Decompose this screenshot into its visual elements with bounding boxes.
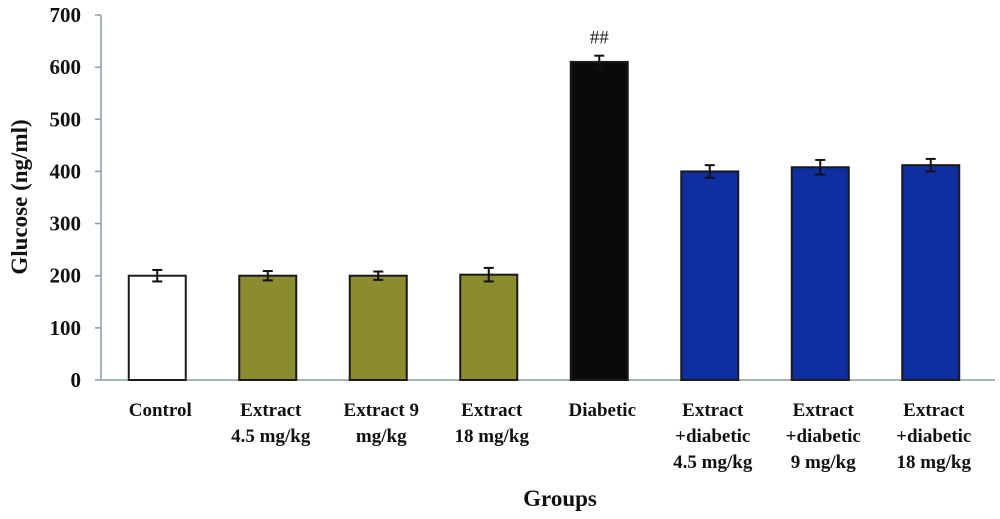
- bar: [790, 166, 850, 381]
- bar: [238, 274, 298, 382]
- x-tick-label: Extract 18 mg/kg: [455, 400, 530, 447]
- x-tick-label-line: Extract: [240, 400, 302, 421]
- bar: [459, 273, 519, 381]
- x-tick-label: Extract +diabetic 4.5 mg/kg: [673, 400, 753, 473]
- x-tick-label-line: +diabetic: [786, 426, 861, 447]
- y-tick-label: 600: [50, 55, 82, 79]
- x-tick-label: Diabetic: [568, 400, 636, 421]
- x-tick-label-line: Control: [129, 400, 192, 421]
- y-axis: 0 100 200 300 400 500 600 700: [50, 3, 995, 392]
- x-tick-label: Extract +diabetic 18 mg/kg: [896, 400, 971, 473]
- x-tick-label: Extract +diabetic 9 mg/kg: [786, 400, 861, 473]
- x-tick-label-line: 18 mg/kg: [897, 452, 972, 473]
- y-axis-title: Glucose (ng/ml): [7, 119, 32, 274]
- bar: [348, 274, 408, 382]
- significance-annotation: ##: [590, 28, 610, 49]
- bars: ##: [127, 28, 961, 382]
- y-tick-label: 700: [50, 3, 82, 27]
- bar: [569, 60, 629, 382]
- x-tick-label-line: 18 mg/kg: [455, 426, 530, 447]
- x-tick-label: Extract 9 mg/kg: [344, 400, 419, 447]
- x-tick-label-line: Extract: [793, 400, 855, 421]
- x-tick-label: Control: [129, 400, 192, 421]
- y-tick-label: 0: [71, 368, 82, 392]
- y-tick-label: 100: [50, 316, 82, 340]
- x-tick-label-line: +diabetic: [675, 426, 750, 447]
- x-tick-label-line: Extract: [461, 400, 523, 421]
- x-tick-label-line: 9 mg/kg: [791, 452, 856, 473]
- x-tick-label-line: Extract 9: [344, 400, 419, 421]
- x-tick-label-line: Diabetic: [568, 400, 636, 421]
- y-tick-label: 500: [50, 107, 82, 131]
- y-tick-label: 400: [50, 159, 82, 183]
- bar: [680, 170, 740, 381]
- x-tick-label-line: 4.5 mg/kg: [231, 426, 311, 447]
- bar: [901, 164, 961, 381]
- bar: [127, 274, 187, 382]
- y-tick-label: 200: [50, 264, 82, 288]
- x-tick-label-line: mg/kg: [356, 426, 407, 447]
- x-tick-label-line: +diabetic: [896, 426, 971, 447]
- x-tick-label-line: Extract: [903, 400, 965, 421]
- x-axis-title: Groups: [523, 486, 597, 511]
- y-tick-label: 300: [50, 212, 82, 236]
- x-tick-label: Extract 4.5 mg/kg: [231, 400, 311, 447]
- x-tick-label-line: 4.5 mg/kg: [673, 452, 753, 473]
- x-tick-label-line: Extract: [682, 400, 744, 421]
